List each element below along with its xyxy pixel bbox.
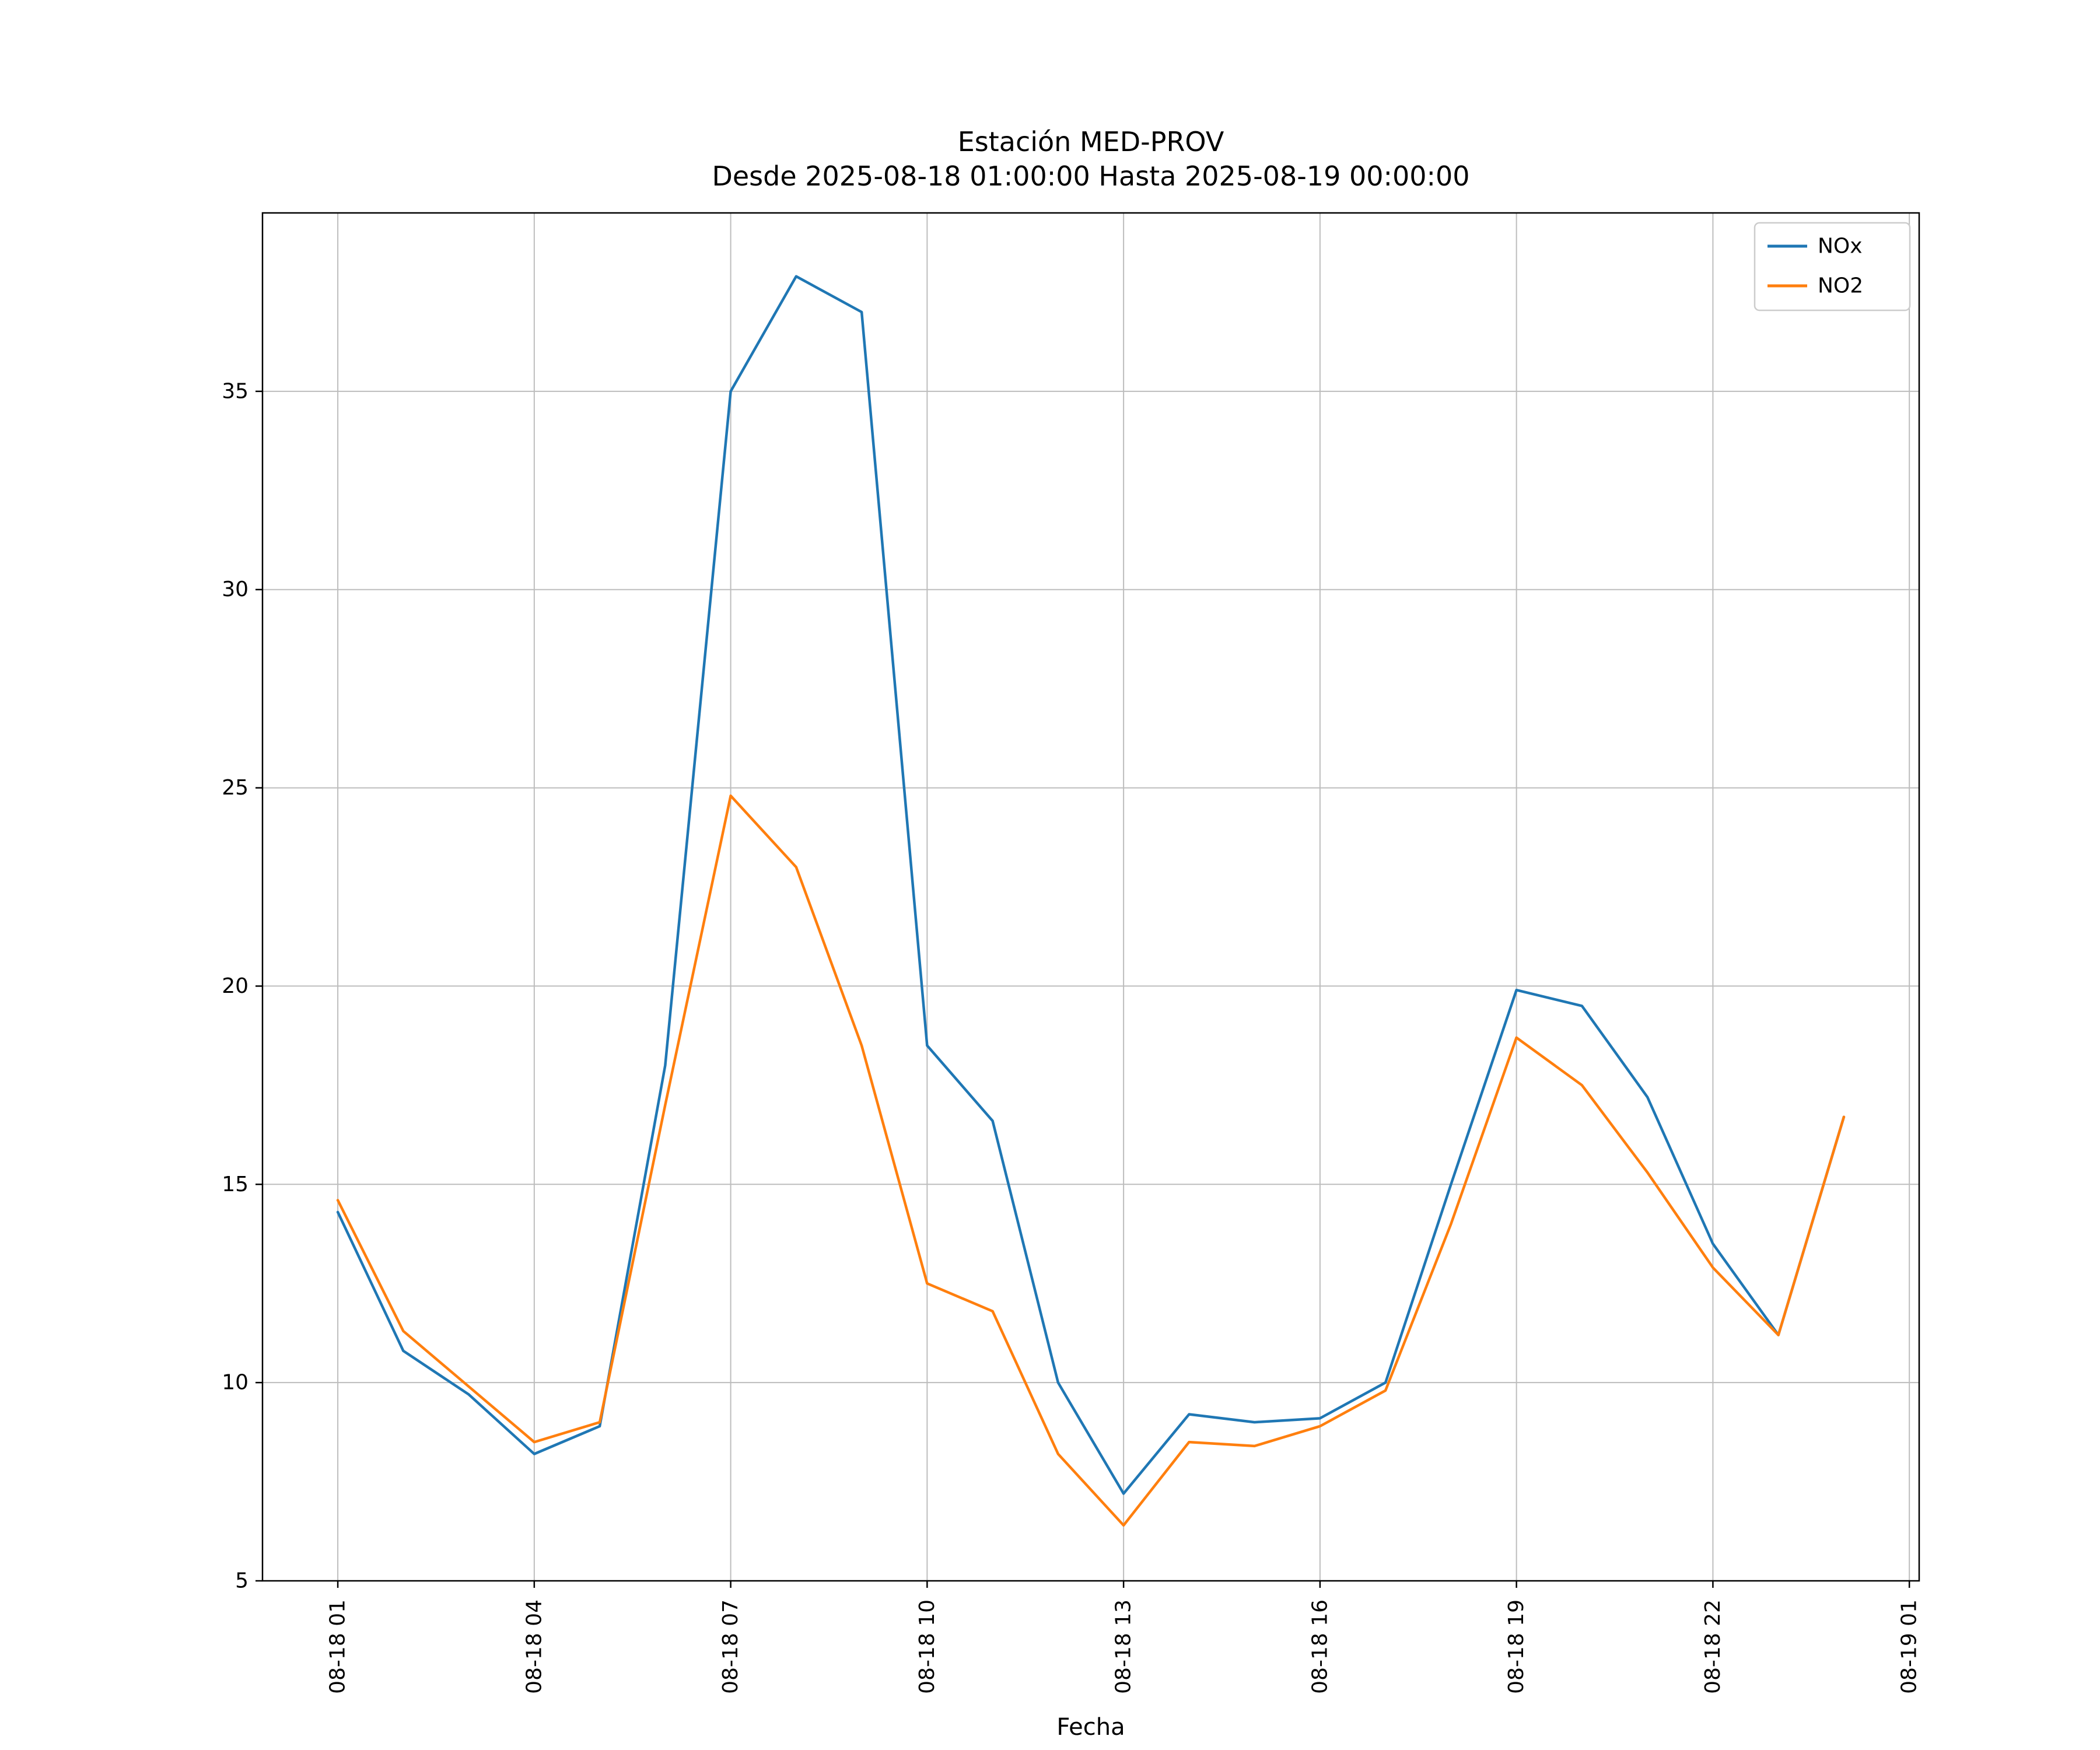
plot-border (261, 212, 1920, 1582)
legend-label-nox: NOx (1818, 235, 1863, 258)
legend-label-no2: NO2 (1818, 274, 1863, 298)
x-tick-label: 08-19 01 (1898, 1600, 1922, 1694)
y-tick-label: 15 (222, 1172, 249, 1196)
chart-title-line1: Estación MED-PROV (957, 126, 1224, 158)
nox-line (336, 275, 1846, 1495)
chart-title: Estación MED-PROV Desde 2025-08-18 01:00:… (262, 125, 1919, 194)
chart-title-line2: Desde 2025-08-18 01:00:00 Hasta 2025-08-… (712, 160, 1470, 192)
y-tick-label: 20 (222, 974, 249, 998)
x-tick-label: 08-18 04 (522, 1600, 546, 1694)
x-tick-label: 08-18 19 (1504, 1600, 1528, 1694)
y-tick-label: 35 (222, 379, 249, 403)
y-tick-label: 30 (222, 578, 249, 601)
x-tick-label: 08-18 07 (719, 1600, 743, 1694)
y-tick-label: 10 (222, 1371, 249, 1395)
y-tick-label: 5 (235, 1569, 249, 1593)
x-tick-label: 08-18 22 (1701, 1600, 1725, 1694)
x-tick-label: 08-18 01 (326, 1600, 350, 1694)
x-axis-label: Fecha (1056, 1714, 1125, 1741)
no2-line (336, 794, 1846, 1527)
x-tick-label: 08-18 16 (1308, 1600, 1332, 1694)
y-tick-label: 25 (222, 776, 249, 800)
x-tick-label: 08-18 13 (1112, 1600, 1136, 1694)
x-tick-label: 08-18 10 (915, 1600, 939, 1694)
